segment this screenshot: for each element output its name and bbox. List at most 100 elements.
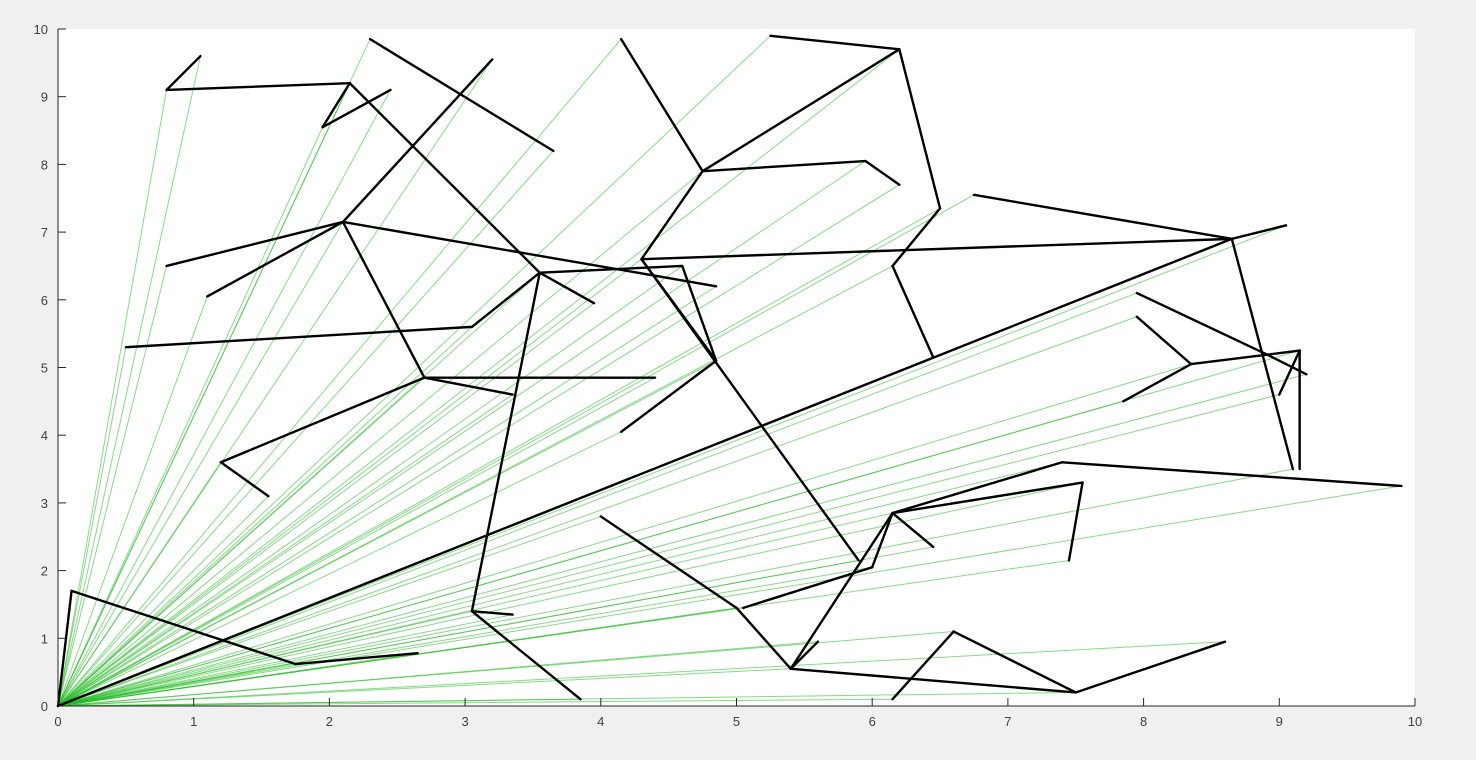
ray-line [57,462,222,707]
x-tick-label: 9 [1276,714,1283,729]
ray-line [57,607,737,707]
y-tick-label: 2 [41,564,48,579]
tree-edge [1230,224,1288,241]
plot-area: 0 1 2 3 4 5 6 7 8 9 10 0 1 2 3 4 5 6 7 8 9 10 [34,22,1423,729]
ray-line [57,566,873,707]
ray-line [57,265,168,707]
ray-line [57,35,771,707]
ray-line [57,668,791,707]
x-tick-label: 7 [1004,714,1011,729]
tree-edge [1135,315,1193,366]
ray-line [57,377,425,707]
tree-edge [165,220,345,268]
tree-edge [864,159,901,186]
ray-line [57,461,1063,707]
tree-edges [56,34,1403,708]
tree-edge [891,630,955,701]
x-tick-label: 2 [326,714,333,729]
tree-edge [891,481,1084,515]
ray-line [57,126,324,707]
y-tick-label: 0 [41,699,48,714]
ray-line [57,302,595,707]
ray-line [57,512,893,707]
tree-edge [538,271,596,305]
tree-edge [789,640,820,670]
ray-line [57,546,934,707]
ray-line [57,698,893,707]
y-tick-label: 3 [41,496,48,511]
tree-edge [1067,481,1084,562]
x-tick-label: 6 [869,714,876,729]
tree-edge [538,264,684,274]
x-tick-label: 4 [597,714,604,729]
ray-line [57,207,941,707]
tree-edge [891,511,935,549]
ray-line [57,495,269,707]
tree-edge [70,589,297,666]
tree-edge [470,271,541,613]
tree-edge [1060,461,1403,488]
ray-line [57,292,1137,707]
tree-edge [341,220,426,379]
ray-line [57,691,1076,707]
tree-edge [640,257,860,562]
tree-edge [219,461,270,498]
tree-edge [952,630,1077,694]
y-tick-label: 1 [41,631,48,646]
y-tick-label: 6 [41,293,48,308]
ray-line [57,485,1402,707]
tree-edge [470,610,582,701]
ray-line [57,224,1287,707]
ray-line [57,377,656,707]
ray-line [57,285,717,707]
ray-line [57,89,168,707]
tree-edge [769,34,901,51]
tree-edge [898,48,942,210]
tree-edge [871,511,894,569]
tree-edge [891,461,1064,515]
ray-line [57,265,683,707]
ray-line [57,55,201,707]
y-tick-label: 5 [41,361,48,376]
ray-line [57,431,622,707]
tree-edge [619,37,704,173]
tree-edge [972,193,1234,241]
x-tick-label: 1 [190,714,197,729]
tree-edge [165,81,351,92]
ray-line [57,641,1226,707]
ray-line [57,468,1293,707]
ray-line [57,631,954,707]
tree-edge [56,589,73,708]
ray-line [57,394,513,707]
tree-edge [219,376,426,464]
tree-edge [1135,291,1267,356]
tree-edge [789,511,894,670]
ray-line [57,360,717,707]
tree-edge [1230,237,1295,471]
tree-edge [348,81,541,274]
tree-edge [681,264,718,362]
ray-line [57,184,900,707]
ray-line [57,515,601,707]
ray-line [57,296,208,707]
ray-line [57,258,642,707]
tree-edge [619,359,718,434]
ray-line [57,38,371,707]
x-ticks: 0 1 2 3 4 5 6 7 8 9 10 [54,698,1422,729]
x-tick-label: 3 [461,714,468,729]
x-tick-label: 0 [54,714,61,729]
tree-edge [368,37,555,153]
tree-edge [891,264,935,359]
tree-edge [56,237,1234,708]
ray-line [57,221,344,707]
ray-line [57,160,866,707]
tree-edge [599,515,738,610]
y-ticks: 0 1 2 3 4 5 6 7 8 9 10 [34,22,66,714]
tree-edge [1074,640,1227,694]
tree-edge [294,651,419,666]
tree-edge [321,88,392,129]
ray-line [57,373,1307,707]
tree-edge [640,237,1234,261]
axes: 0 1 2 3 4 5 6 7 8 9 10 0 1 2 3 4 5 6 7 8 9 10 [34,22,1423,729]
